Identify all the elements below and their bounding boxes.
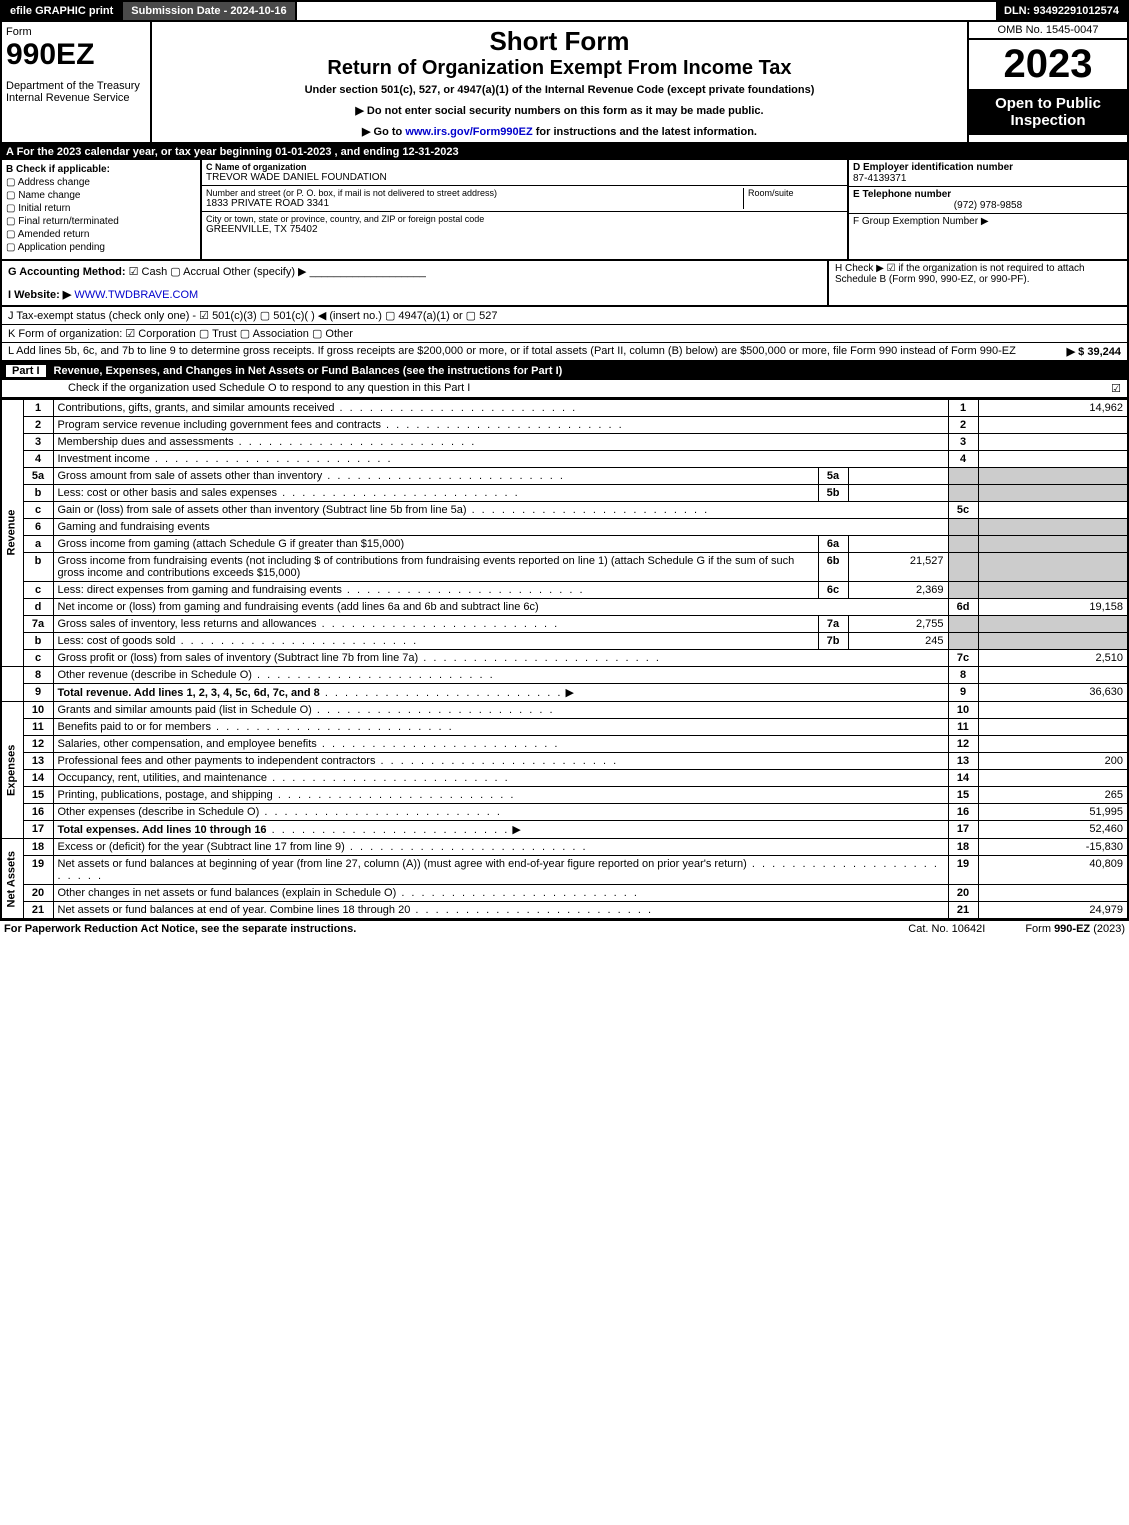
topbar: efile GRAPHIC print Submission Date - 20…	[0, 0, 1129, 22]
part-i-label: Part I	[6, 365, 46, 377]
row-g: G Accounting Method: ☑ Cash ▢ Accrual Ot…	[2, 261, 827, 305]
phone-value: (972) 978-9858	[853, 200, 1123, 211]
section-b-label: B Check if applicable:	[6, 164, 196, 175]
section-def: D Employer identification number 87-4139…	[847, 160, 1127, 259]
line-16-value: 51,995	[978, 804, 1128, 821]
section-b: B Check if applicable: ▢ Address change …	[2, 160, 202, 259]
expenses-sidelabel: Expenses	[1, 702, 23, 839]
dln: DLN: 93492291012574	[996, 2, 1127, 20]
line-17-value: 52,460	[978, 821, 1128, 839]
efile-label[interactable]: efile GRAPHIC print	[2, 2, 123, 20]
room-label: Room/suite	[748, 188, 843, 198]
line-5a-value	[848, 468, 948, 485]
line-8-value	[978, 667, 1128, 684]
line-14-value	[978, 770, 1128, 787]
chk-final-return[interactable]: ▢ Final return/terminated	[6, 216, 196, 227]
accounting-cash[interactable]: ☑ Cash	[129, 266, 168, 278]
chk-amended-return[interactable]: ▢ Amended return	[6, 229, 196, 240]
row-a-calendar: A For the 2023 calendar year, or tax yea…	[0, 144, 1129, 160]
line-21-value: 24,979	[978, 902, 1128, 920]
line-12-value	[978, 736, 1128, 753]
line-6c-value: 2,369	[848, 582, 948, 599]
part-i-sub: Check if the organization used Schedule …	[0, 380, 1129, 398]
line-1-value: 14,962	[978, 399, 1128, 417]
ein-value: 87-4139371	[853, 173, 906, 184]
info-block: B Check if applicable: ▢ Address change …	[0, 160, 1129, 261]
line-10-value	[978, 702, 1128, 719]
line-7b-value: 245	[848, 633, 948, 650]
ein-cell: D Employer identification number 87-4139…	[849, 160, 1127, 187]
title-return: Return of Organization Exempt From Incom…	[156, 57, 963, 80]
line-3-value	[978, 434, 1128, 451]
omb-number: OMB No. 1545-0047	[969, 22, 1127, 40]
netassets-sidelabel: Net Assets	[1, 839, 23, 920]
footer-catno: Cat. No. 10642I	[908, 923, 985, 935]
revenue-sidelabel: Revenue	[1, 399, 23, 667]
accounting-other[interactable]: Other (specify) ▶	[223, 266, 307, 278]
chk-address-change[interactable]: ▢ Address change	[6, 177, 196, 188]
subtitle: Under section 501(c), 527, or 4947(a)(1)…	[156, 84, 963, 96]
line-7c-value: 2,510	[978, 650, 1128, 667]
line-5b-value	[848, 485, 948, 502]
open-to-public: Open to Public Inspection	[969, 89, 1127, 135]
header-left: Form 990EZ Department of the Treasury In…	[2, 22, 152, 142]
footer-notice: For Paperwork Reduction Act Notice, see …	[4, 923, 356, 935]
website-label: I Website: ▶	[8, 289, 71, 301]
website-link[interactable]: WWW.TWDBRAVE.COM	[74, 289, 198, 301]
header-right: OMB No. 1545-0047 2023 Open to Public In…	[967, 22, 1127, 142]
footer-formno: Form 990-EZ (2023)	[1025, 923, 1125, 935]
line-6b-value: 21,527	[848, 553, 948, 582]
line-6d-value: 19,158	[978, 599, 1128, 616]
irs-link[interactable]: www.irs.gov/Form990EZ	[405, 126, 532, 138]
phone-cell: E Telephone number (972) 978-9858	[849, 187, 1127, 214]
chk-name-change[interactable]: ▢ Name change	[6, 190, 196, 201]
part-i-header: Part I Revenue, Expenses, and Changes in…	[0, 362, 1129, 380]
accounting-accrual[interactable]: ▢ Accrual	[170, 266, 220, 278]
line-18-value: -15,830	[978, 839, 1128, 856]
part-i-title: Revenue, Expenses, and Changes in Net As…	[54, 365, 563, 377]
line-9-value: 36,630	[978, 684, 1128, 702]
chk-application-pending[interactable]: ▢ Application pending	[6, 242, 196, 253]
line-6a-value	[848, 536, 948, 553]
note-ssn: ▶ Do not enter social security numbers o…	[156, 104, 963, 117]
title-short-form: Short Form	[156, 26, 963, 57]
lines-table: Revenue 1 Contributions, gifts, grants, …	[0, 398, 1129, 920]
org-name-cell: C Name of organization TREVOR WADE DANIE…	[202, 160, 847, 186]
note-link: ▶ Go to www.irs.gov/Form990EZ for instru…	[156, 125, 963, 138]
form-header: Form 990EZ Department of the Treasury In…	[0, 22, 1129, 144]
row-j: J Tax-exempt status (check only one) - ☑…	[0, 307, 1129, 325]
city-state-zip: GREENVILLE, TX 75402	[206, 224, 843, 235]
row-h: H Check ▶ ☑ if the organization is not r…	[827, 261, 1127, 305]
row-l: L Add lines 5b, 6c, and 7b to line 9 to …	[0, 343, 1129, 362]
line-2-value	[978, 417, 1128, 434]
line-20-value	[978, 885, 1128, 902]
page-footer: For Paperwork Reduction Act Notice, see …	[0, 920, 1129, 937]
section-c: C Name of organization TREVOR WADE DANIE…	[202, 160, 847, 259]
submission-date: Submission Date - 2024-10-16	[123, 2, 296, 20]
line-19-value: 40,809	[978, 856, 1128, 885]
org-name: TREVOR WADE DANIEL FOUNDATION	[206, 172, 843, 183]
line-13-value: 200	[978, 753, 1128, 770]
form-number: 990EZ	[6, 38, 146, 72]
group-exemption-cell: F Group Exemption Number ▶	[849, 214, 1127, 229]
schedule-o-checkbox[interactable]: ☑	[1111, 382, 1121, 395]
line-7a-value: 2,755	[848, 616, 948, 633]
chk-initial-return[interactable]: ▢ Initial return	[6, 203, 196, 214]
form-label: Form	[6, 26, 146, 38]
line-15-value: 265	[978, 787, 1128, 804]
addr-cell: Number and street (or P. O. box, if mail…	[202, 186, 847, 212]
gross-receipts: ▶ $ 39,244	[1067, 345, 1121, 358]
row-gh: G Accounting Method: ☑ Cash ▢ Accrual Ot…	[0, 261, 1129, 307]
street-address: 1833 PRIVATE ROAD 3341	[206, 198, 743, 209]
tax-year: 2023	[969, 40, 1127, 89]
header-center: Short Form Return of Organization Exempt…	[152, 22, 967, 142]
row-k: K Form of organization: ☑ Corporation ▢ …	[0, 325, 1129, 343]
line-11-value	[978, 719, 1128, 736]
line-5c-value	[978, 502, 1128, 519]
line-4-value	[978, 451, 1128, 468]
city-cell: City or town, state or province, country…	[202, 212, 847, 237]
department: Department of the Treasury Internal Reve…	[6, 80, 146, 104]
